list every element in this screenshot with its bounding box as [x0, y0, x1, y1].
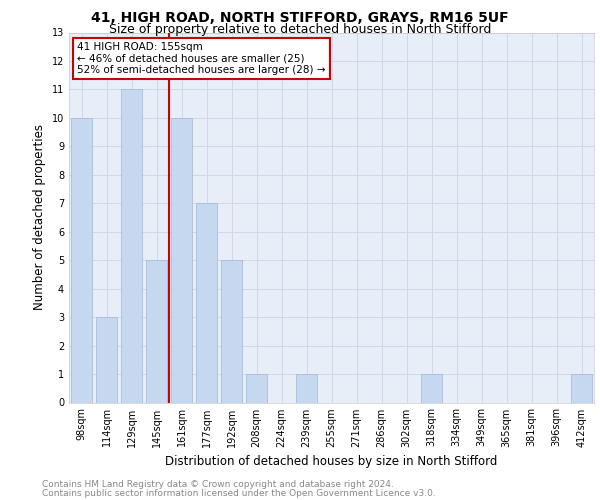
Text: 41 HIGH ROAD: 155sqm
← 46% of detached houses are smaller (25)
52% of semi-detac: 41 HIGH ROAD: 155sqm ← 46% of detached h…	[77, 42, 325, 75]
Text: 41, HIGH ROAD, NORTH STIFFORD, GRAYS, RM16 5UF: 41, HIGH ROAD, NORTH STIFFORD, GRAYS, RM…	[91, 11, 509, 25]
Bar	[421, 374, 442, 402]
Y-axis label: Number of detached properties: Number of detached properties	[33, 124, 46, 310]
Bar	[571, 374, 592, 402]
X-axis label: Distribution of detached houses by size in North Stifford: Distribution of detached houses by size …	[166, 455, 497, 468]
Text: Contains HM Land Registry data © Crown copyright and database right 2024.: Contains HM Land Registry data © Crown c…	[42, 480, 394, 489]
Bar	[221, 260, 242, 402]
Bar	[71, 118, 92, 403]
Bar	[246, 374, 267, 402]
Bar	[196, 204, 217, 402]
Bar	[146, 260, 167, 402]
Bar	[96, 317, 117, 402]
Bar	[121, 90, 142, 403]
Bar	[296, 374, 317, 402]
Text: Contains public sector information licensed under the Open Government Licence v3: Contains public sector information licen…	[42, 488, 436, 498]
Bar	[171, 118, 192, 403]
Text: Size of property relative to detached houses in North Stifford: Size of property relative to detached ho…	[109, 22, 491, 36]
